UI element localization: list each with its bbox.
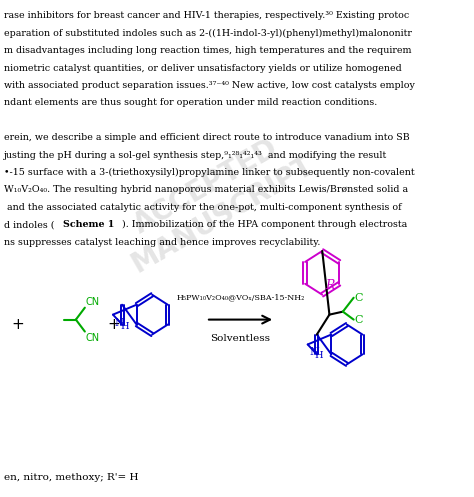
Text: CN: CN — [86, 332, 100, 342]
Text: +: + — [11, 317, 24, 332]
Text: erein, we describe a simple and efficient direct route to introduce vanadium int: erein, we describe a simple and efficien… — [4, 133, 410, 142]
Text: C: C — [355, 293, 363, 303]
Text: H₅PW₁₀V₂O₄₀@VOₓ/SBA-15-NH₂: H₅PW₁₀V₂O₄₀@VOₓ/SBA-15-NH₂ — [176, 294, 305, 302]
Text: C: C — [355, 315, 363, 325]
Text: CN: CN — [86, 297, 100, 307]
Text: Scheme 1: Scheme 1 — [63, 220, 114, 229]
Text: niometric catalyst quantities, or deliver unsatisfactory yields or utilize homog: niometric catalyst quantities, or delive… — [4, 64, 402, 73]
Text: R: R — [325, 279, 334, 292]
Text: ndant elements are thus sought for operation under mild reaction conditions.: ndant elements are thus sought for opera… — [4, 98, 377, 107]
Text: W₁₀V₂O₄₀. The resulting hybrid nanoporous material exhibits Lewis/Brønsted solid: W₁₀V₂O₄₀. The resulting hybrid nanoporou… — [4, 185, 408, 194]
Text: and the associated catalytic activity for the one-pot, multi-component synthesis: and the associated catalytic activity fo… — [4, 203, 401, 212]
Text: ACCEPTED
MANUSCRIPT: ACCEPTED MANUSCRIPT — [110, 123, 319, 278]
Text: rase inhibitors for breast cancer and HIV-1 therapies, respectively.³⁰ Existing : rase inhibitors for breast cancer and HI… — [4, 11, 410, 20]
Text: •-15 surface with a 3-(triethoxysilyl)propylamine linker to subsequently non-cov: •-15 surface with a 3-(triethoxysilyl)pr… — [4, 168, 415, 177]
Text: N: N — [310, 347, 319, 357]
Text: en, nitro, methoxy; R'= H: en, nitro, methoxy; R'= H — [4, 473, 138, 482]
Text: H: H — [315, 351, 324, 360]
Text: ). Immobilization of the HPA component through electrosta: ). Immobilization of the HPA component t… — [122, 220, 407, 229]
Text: eparation of substituted indoles such as 2-((1H-indol-3-yl)(phenyl)methyl)malono: eparation of substituted indoles such as… — [4, 29, 412, 38]
Text: ns suppresses catalyst leaching and hence improves recyclability.: ns suppresses catalyst leaching and henc… — [4, 238, 320, 247]
Text: +: + — [107, 317, 120, 332]
Text: m disadvantages including long reaction times, high temperatures and the require: m disadvantages including long reaction … — [4, 46, 411, 55]
Text: N: N — [115, 318, 125, 328]
Text: justing the pH during a sol-gel synthesis step,⁹₁²⁸₁⁴²₁⁴³  and modifying the res: justing the pH during a sol-gel synthesi… — [4, 151, 387, 160]
Text: with associated product separation issues.³⁷⁻⁴⁰ New active, low cost catalysts e: with associated product separation issue… — [4, 81, 415, 90]
Text: H: H — [120, 322, 129, 331]
Text: d indoles (: d indoles ( — [4, 220, 55, 229]
Text: Solventless: Solventless — [210, 333, 271, 342]
